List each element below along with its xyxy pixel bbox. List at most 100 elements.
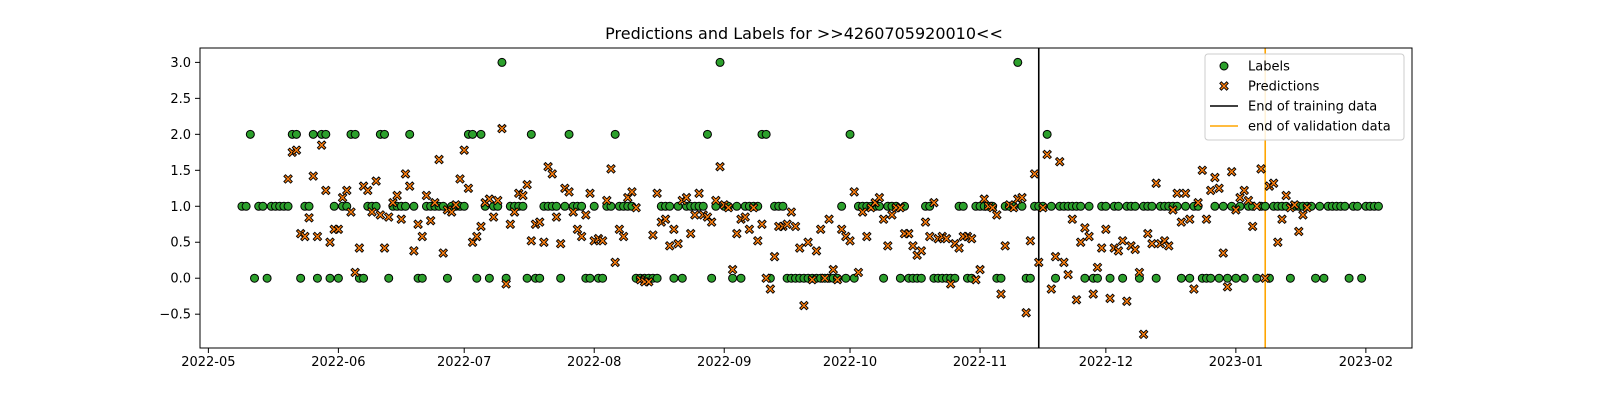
prediction-point — [409, 246, 419, 256]
prediction-point — [945, 279, 956, 289]
x-tick-label: 2022-08 — [567, 355, 621, 370]
prediction-point — [1184, 214, 1195, 225]
label-point — [1147, 201, 1157, 211]
label-point — [1352, 201, 1362, 211]
prediction-point — [585, 188, 595, 199]
prediction-point — [1218, 248, 1229, 258]
label-point — [761, 129, 771, 139]
label-point — [1118, 273, 1128, 283]
prediction-point — [1197, 165, 1208, 176]
label-point — [497, 57, 507, 67]
prediction-point — [1121, 296, 1132, 307]
label-point — [1051, 273, 1061, 283]
label-point — [652, 273, 662, 283]
label-point — [698, 201, 708, 211]
label-point — [728, 273, 738, 283]
prediction-point — [1180, 188, 1191, 199]
label-point — [736, 273, 746, 283]
prediction-point — [488, 212, 499, 222]
y-axis: −0.5 0.0 0.5 1.0 1.5 2.0 2.5 3.0 — [159, 56, 200, 323]
label-point — [1105, 273, 1115, 283]
prediction-point — [673, 238, 683, 249]
prediction-point — [1201, 214, 1212, 225]
prediction-point — [430, 197, 440, 208]
prediction-point — [832, 274, 843, 285]
prediction-point — [1059, 257, 1069, 268]
prediction-point — [1151, 178, 1162, 189]
prediction-point — [1042, 149, 1052, 160]
label-point — [1185, 273, 1195, 283]
prediction-point — [908, 241, 918, 251]
prediction-point — [501, 279, 511, 289]
prediction-point — [1163, 241, 1174, 251]
prediction-point — [1000, 241, 1011, 251]
prediction-point — [471, 231, 482, 242]
prediction-point — [681, 192, 692, 203]
prediction-point — [669, 224, 679, 235]
prediction-point — [1302, 202, 1312, 213]
prediction-point — [564, 187, 574, 197]
prediction-point — [371, 176, 381, 186]
prediction-point — [954, 243, 964, 253]
prediction-point — [1021, 307, 1032, 318]
prediction-point — [652, 188, 662, 199]
y-tick-label: 2.0 — [170, 128, 191, 143]
label-point — [1210, 201, 1220, 211]
prediction-point — [853, 267, 864, 278]
label-point — [325, 273, 335, 283]
prediction-point — [1067, 214, 1078, 225]
prediction-point — [1189, 284, 1199, 294]
label-point — [1357, 273, 1367, 283]
prediction-point — [648, 230, 658, 240]
prediction-point — [509, 207, 520, 217]
prediction-point — [790, 221, 801, 232]
label-point — [384, 273, 394, 283]
label-point — [1080, 273, 1090, 283]
label-point — [472, 273, 482, 283]
y-tick-label: 0.0 — [170, 272, 191, 287]
prediction-point — [1293, 226, 1304, 237]
predictions-series — [283, 123, 1312, 340]
prediction-point — [320, 185, 331, 196]
label-point — [1218, 201, 1228, 211]
prediction-point — [362, 185, 373, 196]
label-point — [879, 273, 889, 283]
label-point — [1130, 201, 1140, 211]
label-point — [329, 201, 339, 211]
label-point — [250, 273, 260, 283]
label-point — [262, 273, 272, 283]
prediction-point — [811, 246, 822, 256]
y-tick-label: 3.0 — [170, 56, 191, 71]
prediction-point — [1017, 192, 1027, 203]
prediction-point — [727, 264, 738, 275]
prediction-point — [845, 235, 855, 246]
prediction-point — [820, 273, 830, 284]
label-point — [359, 273, 369, 283]
label-point — [535, 273, 545, 283]
prediction-point — [551, 212, 562, 222]
legend: Labels Predictions End of training data end… — [1204, 53, 1405, 141]
prediction-point — [757, 219, 767, 230]
prediction-point — [807, 274, 818, 285]
prediction-point — [1210, 172, 1220, 183]
prediction-point — [916, 246, 927, 256]
label-point — [484, 273, 494, 283]
prediction-point — [1092, 262, 1103, 273]
prediction-point — [664, 241, 675, 251]
label-point — [556, 273, 566, 283]
prediction-point — [1117, 235, 1128, 246]
label-point — [589, 201, 599, 211]
x-tick-label: 2022-07 — [437, 355, 491, 370]
prediction-point — [694, 188, 704, 199]
prediction-point — [710, 195, 721, 206]
prediction-point — [392, 190, 402, 201]
label-point — [241, 201, 251, 211]
prediction-point — [991, 210, 1002, 220]
prediction-point — [396, 214, 407, 225]
legend-labels-marker — [1219, 61, 1229, 71]
prediction-point — [1205, 185, 1216, 196]
prediction-point — [627, 187, 637, 197]
prediction-point — [597, 235, 608, 246]
prediction-point — [505, 219, 516, 230]
prediction-point — [421, 190, 432, 201]
